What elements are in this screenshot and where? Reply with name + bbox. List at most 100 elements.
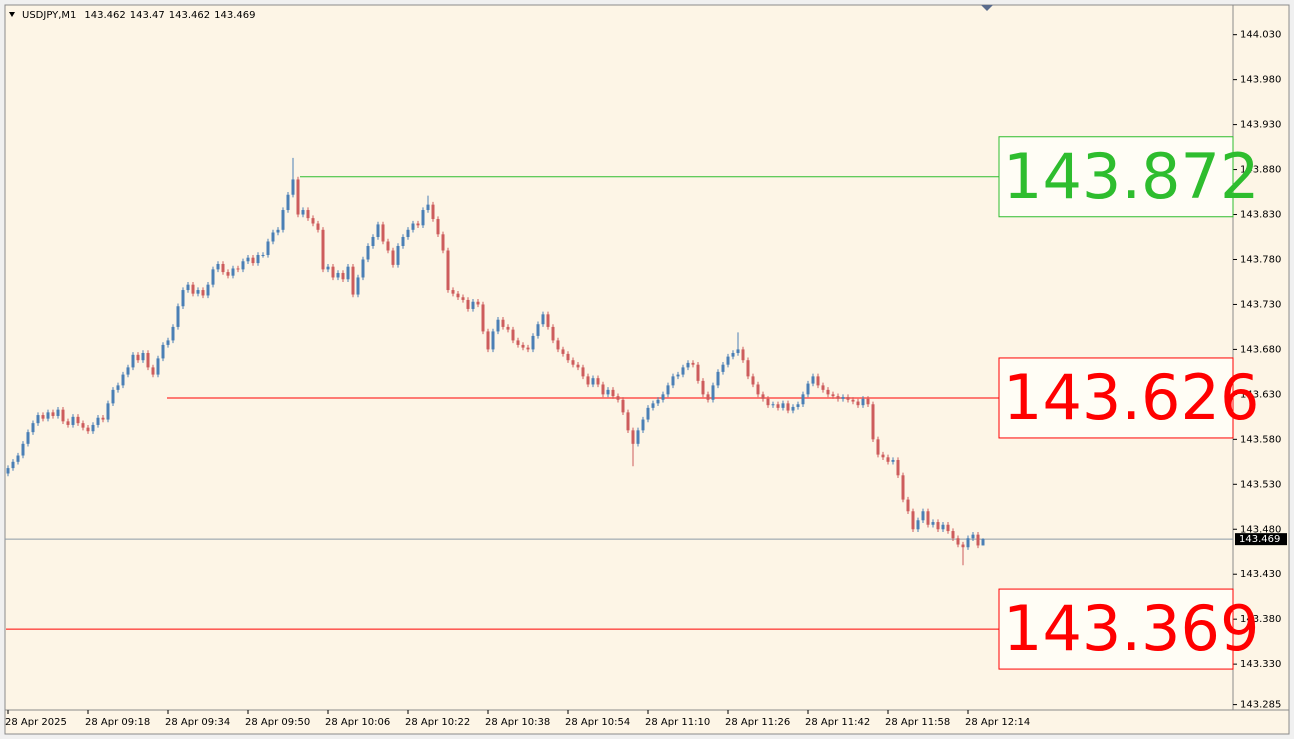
x-tick-label: 28 Apr 09:34	[165, 717, 230, 728]
candle-body	[51, 412, 55, 416]
candle-body	[346, 266, 350, 280]
candle-body	[841, 397, 845, 399]
candle-body	[386, 241, 390, 251]
candle-body	[196, 290, 200, 294]
candle-body	[356, 277, 360, 295]
candle-body	[486, 331, 490, 350]
header-value: 143.469	[214, 10, 255, 21]
candle-body	[16, 455, 20, 462]
x-tick-label: 28 Apr 10:22	[405, 717, 470, 728]
candle-body	[21, 443, 25, 456]
candle-body	[661, 394, 665, 400]
candle-body	[626, 412, 630, 431]
candle-body	[946, 524, 950, 532]
candle-body	[376, 224, 380, 238]
header-value: 143.462	[84, 10, 125, 21]
candle-body	[581, 367, 585, 377]
candle-body	[531, 335, 535, 350]
candle-body	[141, 353, 145, 361]
candle-body	[391, 250, 395, 265]
x-tick-label: 28 Apr 11:42	[805, 717, 870, 728]
candle-body	[746, 360, 750, 377]
candle-body	[421, 210, 425, 226]
candle-body	[736, 349, 740, 354]
candle-body	[301, 210, 305, 215]
candle-body	[231, 268, 235, 276]
candle-body	[481, 304, 485, 332]
candle-body	[696, 364, 700, 381]
y-tick-label: 143.330	[1240, 659, 1281, 670]
candle-body	[691, 362, 695, 365]
x-tick-label: 28 Apr 11:10	[645, 717, 710, 728]
candle-body	[61, 409, 65, 422]
candle-body	[326, 266, 330, 270]
shift-marker	[981, 5, 993, 11]
candle-body	[416, 223, 420, 226]
candle-body	[451, 290, 455, 294]
candle-body	[681, 367, 685, 375]
candle-body	[876, 439, 880, 455]
candle-body	[666, 385, 670, 395]
candle-body	[281, 210, 285, 230]
x-tick-label: 28 Apr 12:14	[965, 717, 1030, 728]
header-value: 143.47	[130, 10, 165, 21]
candle-body	[396, 245, 400, 265]
candle-body	[146, 353, 150, 368]
candle-body	[566, 353, 570, 361]
candle-body	[286, 194, 290, 211]
candle-body	[811, 376, 815, 384]
candle-body	[436, 219, 440, 235]
candle-body	[191, 284, 195, 294]
y-tick-label: 143.380	[1240, 614, 1281, 625]
candle-body	[431, 204, 435, 220]
candle-body	[571, 360, 575, 365]
candle-body	[176, 306, 180, 327]
header-value: 143.462	[169, 10, 210, 21]
candle-body	[426, 204, 430, 211]
current-price-label: 143.469	[1239, 534, 1280, 545]
candle-body	[321, 229, 325, 270]
candle-body	[801, 394, 805, 405]
candle-body	[76, 416, 80, 424]
candle-body	[296, 179, 300, 215]
candle-body	[71, 416, 75, 425]
candle-body	[751, 376, 755, 385]
candle-body	[371, 237, 375, 246]
candle-body	[511, 329, 515, 341]
level-label: 143.626	[1003, 361, 1259, 434]
candle-body	[211, 269, 215, 285]
y-tick-label: 143.680	[1240, 344, 1281, 355]
candle-body	[26, 432, 30, 444]
level-box	[998, 136, 1234, 218]
candle-body	[651, 403, 655, 408]
candle-body	[206, 284, 210, 296]
time-axis	[4, 709, 1290, 735]
candle-body	[951, 531, 955, 539]
candle-body	[126, 367, 130, 375]
current-price-box	[1235, 533, 1287, 546]
candle-body	[251, 257, 255, 264]
candle-body	[701, 380, 705, 395]
candle-body	[151, 367, 155, 375]
candle-body	[411, 223, 415, 230]
candle-body	[121, 374, 125, 386]
candle-body	[541, 314, 545, 325]
x-tick-label: 28 Apr 2025	[5, 717, 67, 728]
candle-body	[601, 384, 605, 395]
y-tick-label: 143.830	[1240, 210, 1281, 221]
candle-body	[796, 404, 800, 407]
candle-body	[956, 538, 960, 545]
menu-arrow[interactable]	[9, 12, 15, 17]
candle-body	[506, 326, 510, 330]
candle-body	[821, 385, 825, 390]
candle-body	[636, 430, 640, 444]
candle-body	[846, 397, 850, 400]
candle-body	[351, 266, 355, 295]
candle-body	[266, 241, 270, 255]
candle-body	[676, 374, 680, 377]
candle-body	[631, 430, 635, 444]
candle-body	[921, 511, 925, 521]
candle-body	[81, 423, 85, 428]
level-label: 143.369	[1003, 592, 1259, 665]
